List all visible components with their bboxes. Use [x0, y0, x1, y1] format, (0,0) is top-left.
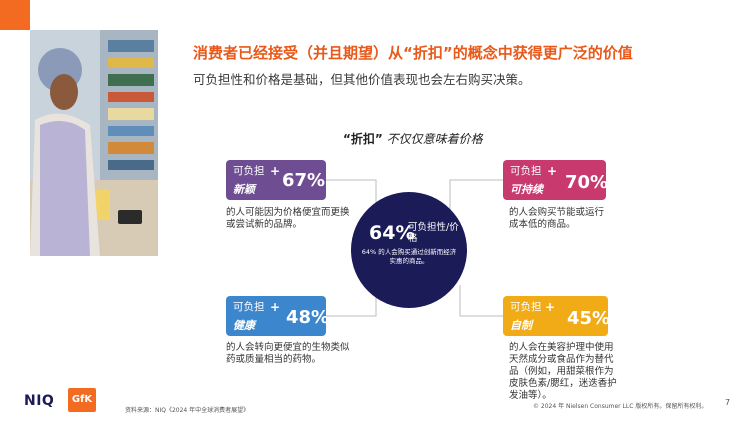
- section-heading-rest: 不仅仅意味着价格: [386, 132, 483, 146]
- card-diy-tag: 可负担: [510, 301, 542, 313]
- card-sustainable: 可负担 + 可持续 70%: [503, 160, 609, 200]
- orange-accent-bar: [0, 0, 30, 30]
- card-health-sub: 健康: [233, 319, 255, 332]
- card-diy: 可负担 + 自制 45%: [503, 296, 611, 336]
- section-heading-quote: “折扣”: [343, 132, 383, 146]
- card-sustainable-tag: 可负担: [510, 165, 542, 177]
- card-diy-sub: 自制: [510, 319, 532, 332]
- card-novel-tag: 可负担: [233, 165, 265, 177]
- page-subtitle: 可负担性和价格是基础，但其他价值表现也会左右购买决策。: [193, 72, 531, 87]
- card-sustainable-desc: 的人会购买节能或运行成本低的商品。: [509, 207, 605, 230]
- card-novel-desc: 的人可能因为价格便宜而更换或尝试新的品牌。: [226, 207, 350, 230]
- card-health-plus: +: [270, 300, 281, 314]
- hub-value: 64%: [369, 222, 415, 244]
- hub-note: 64% 的人会购买通过创新而经济实惠的商品。: [361, 248, 457, 265]
- card-sustainable-plus: +: [547, 164, 558, 178]
- card-diy-plus: +: [545, 300, 556, 314]
- page-number: 7: [725, 398, 731, 407]
- card-sustainable-sub: 可持续: [510, 183, 543, 196]
- page-title: 消费者已经接受（并且期望）从“折扣”的概念中获得更广泛的价值: [193, 44, 633, 62]
- copyright-note: © 2024 年 Nielsen Consumer LLC 版权所有。保留所有权…: [533, 403, 708, 410]
- card-health-pct: 48%: [286, 307, 330, 328]
- card-health-tag: 可负担: [233, 301, 265, 313]
- niq-logo: NIQ: [24, 393, 55, 409]
- card-novel-plus: +: [270, 164, 281, 178]
- section-heading: “折扣” 不仅仅意味着价格: [343, 130, 483, 147]
- card-novel-sub: 新颖: [233, 183, 255, 196]
- card-sustainable-pct: 70%: [565, 172, 609, 193]
- source-note: 资料来源：NIQ《2024 年中全球消费者展望》: [125, 407, 250, 414]
- gfk-logo: GfK: [68, 388, 96, 412]
- card-diy-pct: 45%: [567, 308, 611, 329]
- card-diy-desc: 的人会在美容护理中使用天然成分或食品作为替代品（例如，用甜菜根作为皮肤色素/腮红…: [509, 342, 617, 401]
- card-novel-pct: 67%: [282, 170, 326, 191]
- card-health: 可负担 + 健康 48%: [226, 296, 330, 336]
- card-novel: 可负担 + 新颖 67%: [226, 160, 326, 200]
- card-health-desc: 的人会转向更便宜的生物类似药或质量相当的药物。: [226, 342, 350, 365]
- shopper-photo: [30, 30, 158, 256]
- hub-label: 可负担性/价格: [408, 222, 459, 244]
- affordability-hub-circle: 64% 可负担性/价格 64% 的人会购买通过创新而经济实惠的商品。: [351, 192, 467, 308]
